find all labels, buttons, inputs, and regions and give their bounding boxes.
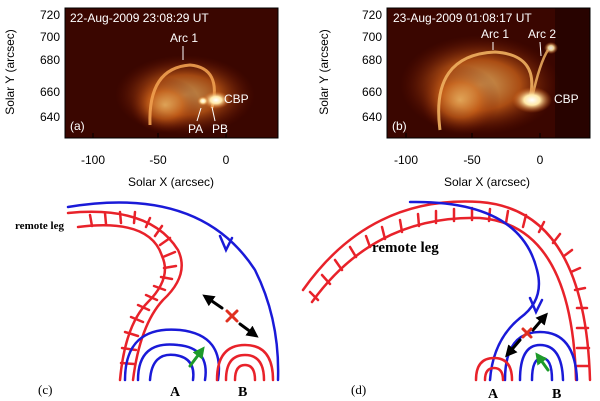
panel-b-ytick-label: 680 bbox=[362, 53, 382, 67]
panel-c-blue-loop-outer bbox=[123, 328, 221, 382]
panel-b-xticks: -100 -50 0 bbox=[394, 153, 544, 167]
panel-b-ytick-label: 700 bbox=[362, 30, 382, 44]
panel-d-a-label: A bbox=[488, 387, 499, 401]
panel-d-remote-leg-label: remote leg bbox=[372, 240, 439, 256]
panel-c-red-loop-inner bbox=[233, 363, 257, 382]
panel-b-cbp-label: CBP bbox=[554, 92, 579, 106]
panel-d-blue-direction-arrow bbox=[528, 296, 544, 315]
panel-d-remote-leg-loop bbox=[301, 200, 592, 382]
panel-b-yticks: 720 700 680 660 640 bbox=[362, 8, 382, 124]
panel-a-pb-arrow bbox=[211, 106, 216, 122]
panel-b-cbp-glow bbox=[512, 87, 552, 113]
panel-a-ytick-label: 720 bbox=[40, 8, 60, 22]
panel-c-green-arrow bbox=[188, 346, 205, 368]
panel-c: remote leg (c) A B bbox=[15, 201, 280, 400]
panel-b-xtick-label: -50 bbox=[463, 153, 481, 167]
panel-b-xtick-label: -100 bbox=[394, 153, 418, 167]
panel-a-xtick-label: -50 bbox=[149, 153, 167, 167]
panel-c-reconnection-marker bbox=[225, 309, 239, 323]
panel-d-label: (d) bbox=[351, 382, 366, 397]
panel-b-ytick-label: 660 bbox=[362, 85, 382, 99]
panel-c-arrow-left bbox=[202, 294, 224, 310]
panel-a-timestamp: 22-Aug-2009 23:08:29 UT bbox=[70, 11, 209, 25]
panel-a-ytick-label: 700 bbox=[40, 30, 60, 44]
panel-b: 23-Aug-2009 01:08:17 UT (b) Arc 1 Arc 2 … bbox=[317, 7, 591, 189]
panel-d-blue-loop-outer bbox=[503, 330, 579, 382]
panel-d-blue-loop-middle bbox=[518, 343, 565, 382]
panel-c-label: (c) bbox=[38, 382, 52, 397]
panel-b-arc1-label: Arc 1 bbox=[481, 27, 509, 41]
panel-c-blue-field-line bbox=[66, 201, 280, 382]
panel-a-arc1-label: Arc 1 bbox=[170, 31, 198, 45]
panel-a-arc1 bbox=[148, 63, 216, 126]
panel-a-pa-arrow bbox=[196, 107, 202, 122]
panel-d-blue-field-line bbox=[408, 200, 541, 382]
panel-a-cbp-glow bbox=[202, 91, 230, 109]
panel-a-ytick-label: 640 bbox=[40, 110, 60, 124]
panel-a-xticks: -100 -50 0 bbox=[81, 153, 230, 167]
panel-b-arc1 bbox=[437, 50, 534, 131]
panel-b-xtick-label: 0 bbox=[537, 153, 544, 167]
panel-a-label: (a) bbox=[70, 119, 85, 133]
panel-c-blue-loop-middle bbox=[136, 343, 207, 382]
panel-a-ytick-label: 660 bbox=[40, 85, 60, 99]
panel-a-pb-label: PB bbox=[212, 122, 228, 136]
panel-b-loop-glow bbox=[420, 65, 500, 135]
panel-a-pa-label: PA bbox=[188, 122, 203, 136]
panel-d: remote leg (d) A B bbox=[301, 200, 592, 401]
panel-c-b-label: B bbox=[238, 385, 247, 400]
panel-a-pb-glow bbox=[197, 96, 209, 106]
panel-d-b-label: B bbox=[552, 387, 561, 401]
panel-a-xtick-label: 0 bbox=[223, 153, 230, 167]
panel-c-remote-leg-label: remote leg bbox=[15, 220, 64, 232]
panel-a-yticks: 720 700 680 660 640 bbox=[40, 8, 60, 124]
panel-b-arc2-top-glow bbox=[544, 42, 558, 54]
panel-d-arrow-up bbox=[531, 312, 548, 332]
panel-a-cbp-label: CBP bbox=[224, 92, 249, 106]
panel-b-ytick-label: 640 bbox=[362, 110, 382, 124]
panel-d-reconnection-marker bbox=[521, 327, 533, 339]
panel-b-ylabel: Solar Y (arcsec) bbox=[317, 29, 331, 115]
panel-b-xlabel: Solar X (arcsec) bbox=[444, 175, 530, 189]
panel-a: 22-Aug-2009 23:08:29 UT (a) Arc 1 CBP PA… bbox=[3, 7, 279, 189]
panel-d-arrow-down bbox=[505, 338, 522, 358]
panel-a-xlabel: Solar X (arcsec) bbox=[128, 175, 214, 189]
panel-c-a-label: A bbox=[170, 385, 181, 400]
panel-d-red-loop-inner bbox=[483, 366, 505, 382]
panel-b-dark-corner bbox=[555, 8, 590, 138]
panel-c-red-loop-outer bbox=[215, 343, 275, 382]
panel-c-arrow-right bbox=[238, 322, 259, 338]
panel-b-timestamp: 23-Aug-2009 01:08:17 UT bbox=[393, 11, 532, 25]
panel-a-loop-glow bbox=[130, 77, 200, 133]
panel-a-ylabel: Solar Y (arcsec) bbox=[3, 29, 17, 115]
panel-c-red-loop-middle bbox=[224, 353, 266, 382]
panel-b-arc2-arrow bbox=[539, 41, 542, 57]
panel-d-red-loop-outer bbox=[474, 356, 514, 382]
panel-a-xtick-label: -100 bbox=[81, 153, 105, 167]
panel-b-label: (b) bbox=[392, 119, 407, 133]
panel-b-arc2-label: Arc 2 bbox=[528, 27, 556, 41]
panel-c-blue-direction-arrow bbox=[218, 234, 234, 253]
panel-b-ytick-label: 720 bbox=[362, 8, 382, 22]
panel-a-ytick-label: 680 bbox=[40, 53, 60, 67]
panel-c-blue-loop-inner bbox=[148, 353, 195, 382]
panel-d-green-arrow bbox=[535, 352, 550, 372]
panel-c-remote-leg-loop bbox=[66, 210, 183, 382]
